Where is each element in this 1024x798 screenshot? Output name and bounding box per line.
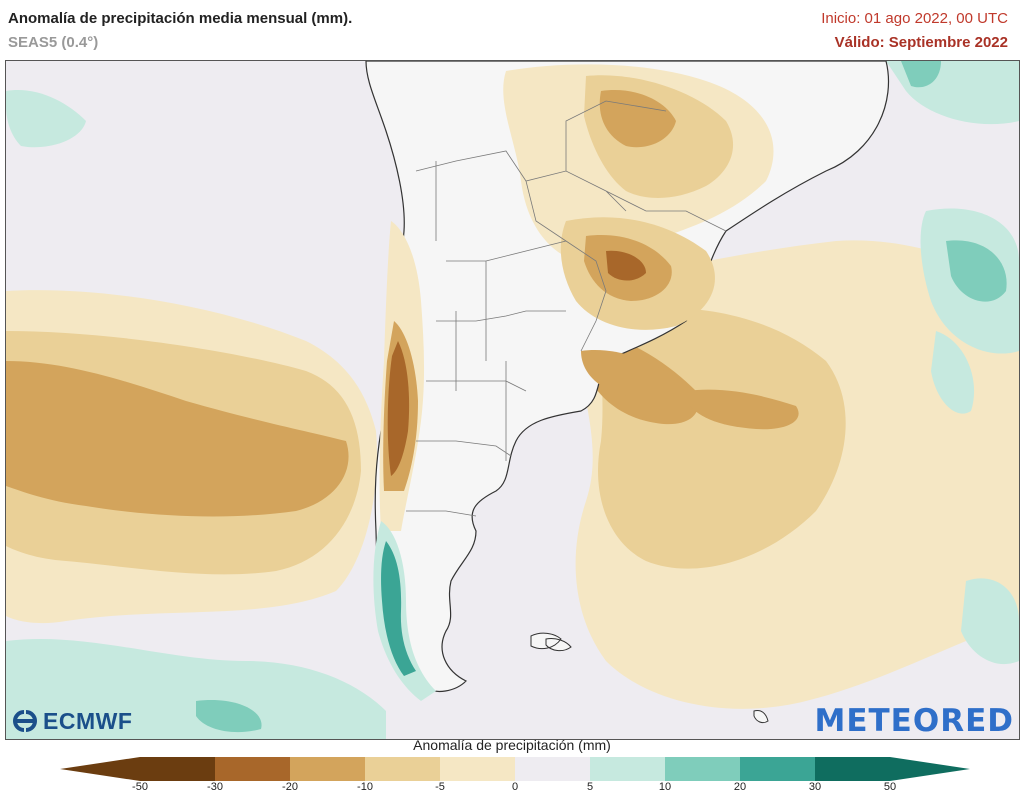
colorbar-tick-label: -20 bbox=[282, 781, 298, 793]
valid-date: Válido: Septiembre 2022 bbox=[834, 34, 1008, 51]
colorbar-tick-label: 30 bbox=[808, 781, 822, 793]
colorbar-tick-label: 50 bbox=[883, 781, 897, 793]
south-island-fragment bbox=[753, 710, 769, 724]
colorbar-max-arrow bbox=[890, 757, 970, 781]
colorbar bbox=[60, 757, 970, 781]
atlantic-wet-2 bbox=[946, 240, 1007, 302]
atlantic-wet-6 bbox=[961, 578, 1019, 665]
country-borders bbox=[406, 100, 727, 517]
north-pacific-wet bbox=[6, 90, 86, 148]
colorbar-title: Anomalía de precipitación (mm) bbox=[413, 737, 611, 753]
map-canvas bbox=[6, 61, 1019, 739]
colorbar-tick-label: -5 bbox=[435, 781, 445, 793]
atlantic-wet-5 bbox=[901, 61, 941, 88]
colorbar-segment bbox=[665, 757, 740, 781]
atlantic-wet-3 bbox=[931, 331, 975, 414]
colorbar-tick-label: 5 bbox=[586, 781, 594, 793]
malvinas-islands bbox=[530, 632, 572, 652]
south-pacific-wet-2 bbox=[196, 700, 262, 733]
map-title: Anomalía de precipitación media mensual … bbox=[8, 10, 353, 27]
colorbar-segment bbox=[440, 757, 515, 781]
south-pacific-wet bbox=[6, 638, 386, 739]
anomaly-map[interactable] bbox=[5, 60, 1020, 740]
brazil-dry-strong bbox=[599, 90, 676, 148]
patagonia-wet-strong bbox=[381, 541, 416, 676]
pacific-dry-strong bbox=[6, 361, 349, 517]
colorbar-tick-label: 20 bbox=[733, 781, 747, 793]
model-name: SEAS5 (0.4°) bbox=[8, 34, 99, 51]
colorbar-tick-label: -30 bbox=[207, 781, 223, 793]
colorbar-segment bbox=[215, 757, 290, 781]
colorbar-segment bbox=[815, 757, 890, 781]
colorbar-segment bbox=[140, 757, 215, 781]
colorbar-segment bbox=[515, 757, 590, 781]
colorbar-segment bbox=[365, 757, 440, 781]
init-date: Inicio: 01 ago 2022, 00 UTC bbox=[821, 10, 1008, 27]
atlantic-dry-strong-2 bbox=[686, 389, 799, 430]
pacific-dry-strong-2 bbox=[186, 415, 248, 448]
meteored-logo[interactable]: METEORED bbox=[814, 703, 1014, 739]
colorbar-segment bbox=[590, 757, 665, 781]
ecmwf-logo-text: ECMWF bbox=[43, 707, 133, 734]
colorbar-segment bbox=[740, 757, 815, 781]
colorbar-min-arrow bbox=[60, 757, 140, 781]
ecmwf-mark-icon bbox=[13, 710, 37, 732]
header: Anomalía de precipitación media mensual … bbox=[0, 0, 1024, 60]
plata-dry-strong bbox=[581, 350, 676, 397]
colorbar-segment bbox=[290, 757, 365, 781]
colorbar-tick-label: 10 bbox=[658, 781, 672, 793]
colorbar-tick-label: -50 bbox=[132, 781, 148, 793]
colorbar-boxes bbox=[140, 757, 890, 781]
colorbar-labels: -50 -30 -20 -10 -5 0 5 10 20 30 50 bbox=[0, 781, 1024, 798]
colorbar-tick-label: -10 bbox=[357, 781, 373, 793]
chile-dry-very bbox=[387, 341, 410, 476]
colorbar-tick-label: 0 bbox=[511, 781, 519, 793]
parana-dry-very bbox=[606, 250, 646, 281]
ecmwf-logo[interactable]: ECMWF bbox=[10, 706, 132, 736]
